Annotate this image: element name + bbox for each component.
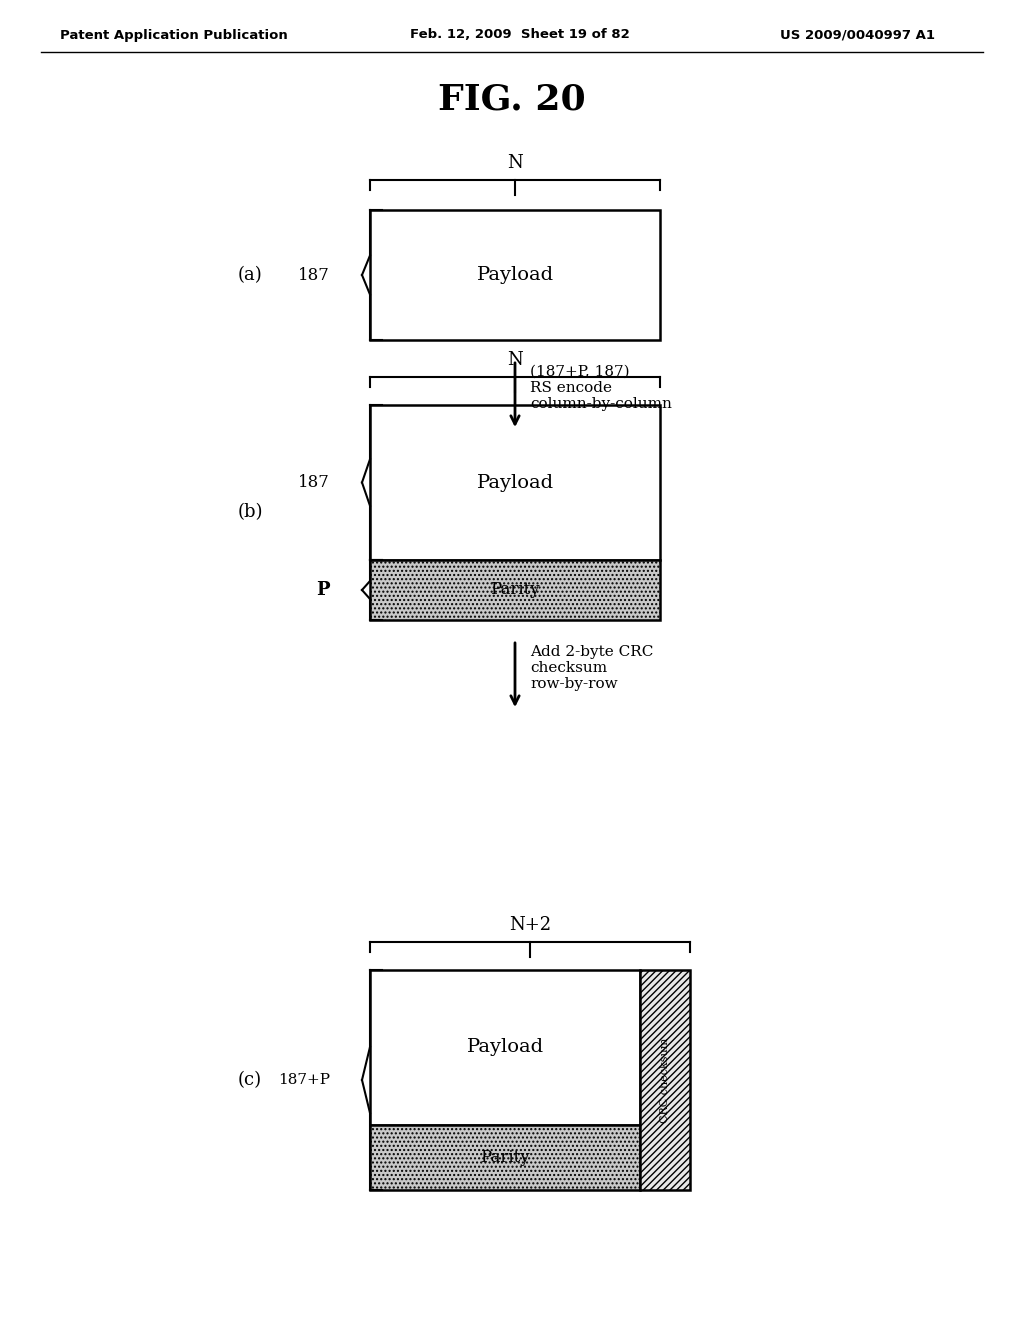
Text: Parity: Parity xyxy=(480,1148,529,1166)
Text: Patent Application Publication: Patent Application Publication xyxy=(60,29,288,41)
Text: (c): (c) xyxy=(238,1071,262,1089)
Text: N+2: N+2 xyxy=(509,916,551,935)
Text: N: N xyxy=(507,154,523,172)
Text: (a): (a) xyxy=(238,267,262,284)
Text: P: P xyxy=(316,581,330,599)
Text: Payload: Payload xyxy=(476,474,554,491)
Text: 187+P: 187+P xyxy=(278,1073,330,1086)
Bar xyxy=(370,970,640,1125)
Text: (b): (b) xyxy=(238,503,263,521)
Bar xyxy=(370,210,660,341)
Text: 187: 187 xyxy=(298,267,330,284)
Bar xyxy=(640,970,690,1191)
Text: (187+P, 187)
RS encode
column-by-column: (187+P, 187) RS encode column-by-column xyxy=(530,366,672,412)
Bar xyxy=(370,405,660,560)
Text: Feb. 12, 2009  Sheet 19 of 82: Feb. 12, 2009 Sheet 19 of 82 xyxy=(410,29,630,41)
Text: CRC checksum: CRC checksum xyxy=(660,1038,670,1123)
Bar xyxy=(370,1125,640,1191)
Text: US 2009/0040997 A1: US 2009/0040997 A1 xyxy=(780,29,935,41)
Bar xyxy=(370,560,660,620)
Text: Add 2-byte CRC
checksum
row-by-row: Add 2-byte CRC checksum row-by-row xyxy=(530,645,653,692)
Text: FIG. 20: FIG. 20 xyxy=(438,83,586,117)
Text: N: N xyxy=(507,351,523,370)
Text: Parity: Parity xyxy=(490,582,540,598)
Text: Payload: Payload xyxy=(476,267,554,284)
Text: Payload: Payload xyxy=(467,1039,544,1056)
Text: 187: 187 xyxy=(298,474,330,491)
